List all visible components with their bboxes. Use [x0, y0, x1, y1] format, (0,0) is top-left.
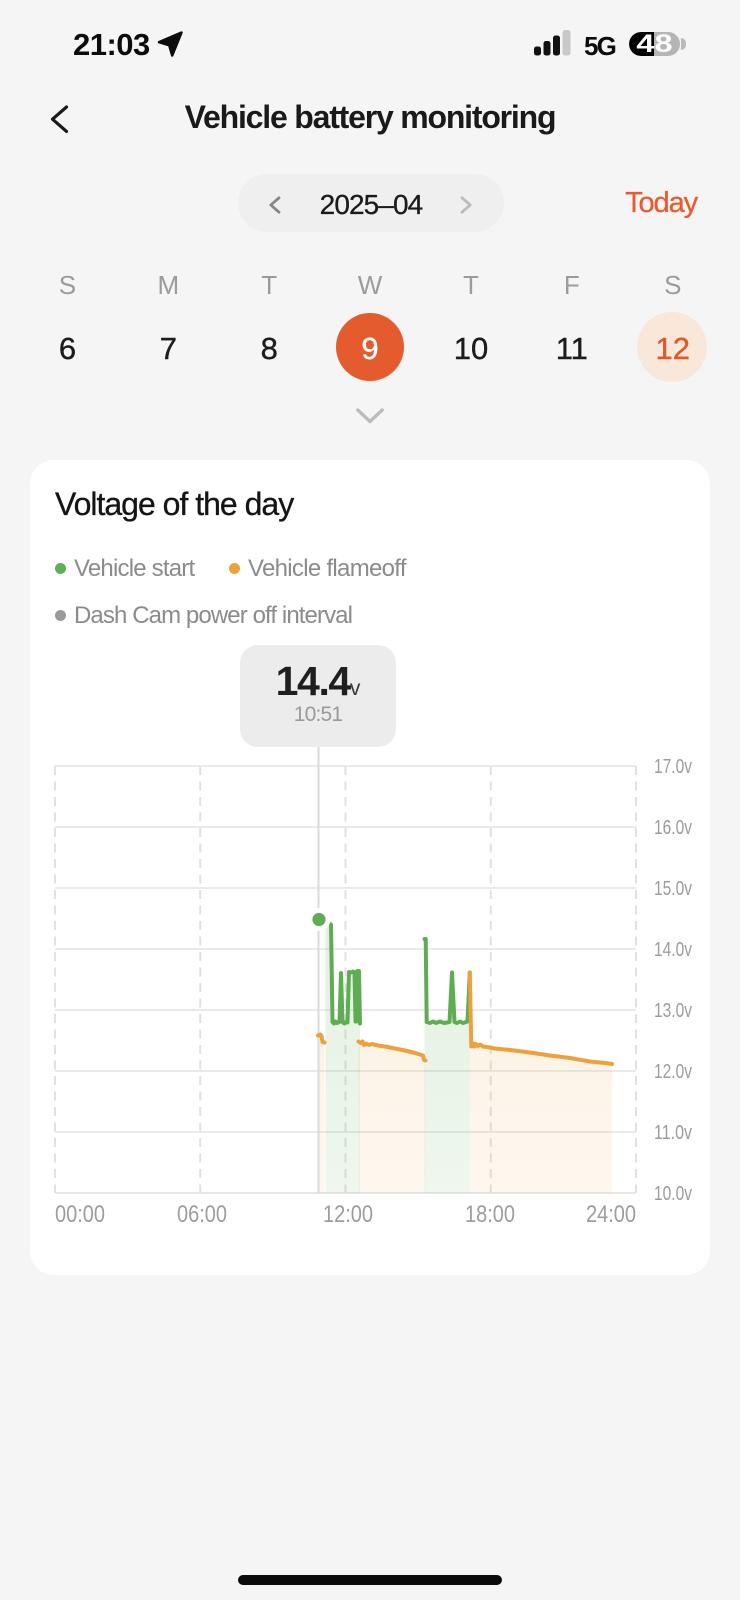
- svg-text:00:00: 00:00: [55, 1201, 105, 1228]
- svg-text:13.0v: 13.0v: [654, 1000, 692, 1022]
- svg-text:12.0v: 12.0v: [654, 1061, 692, 1083]
- svg-text:06:00: 06:00: [177, 1201, 227, 1228]
- svg-text:10.0v: 10.0v: [654, 1183, 692, 1205]
- svg-text:11.0v: 11.0v: [654, 1122, 692, 1144]
- svg-text:17.0v: 17.0v: [654, 756, 692, 778]
- svg-text:16.0v: 16.0v: [654, 817, 692, 839]
- svg-text:15.0v: 15.0v: [654, 878, 692, 900]
- svg-text:24:00: 24:00: [586, 1201, 636, 1228]
- svg-text:12:00: 12:00: [323, 1201, 373, 1228]
- svg-text:14.0v: 14.0v: [654, 939, 692, 961]
- svg-text:18:00: 18:00: [465, 1201, 515, 1228]
